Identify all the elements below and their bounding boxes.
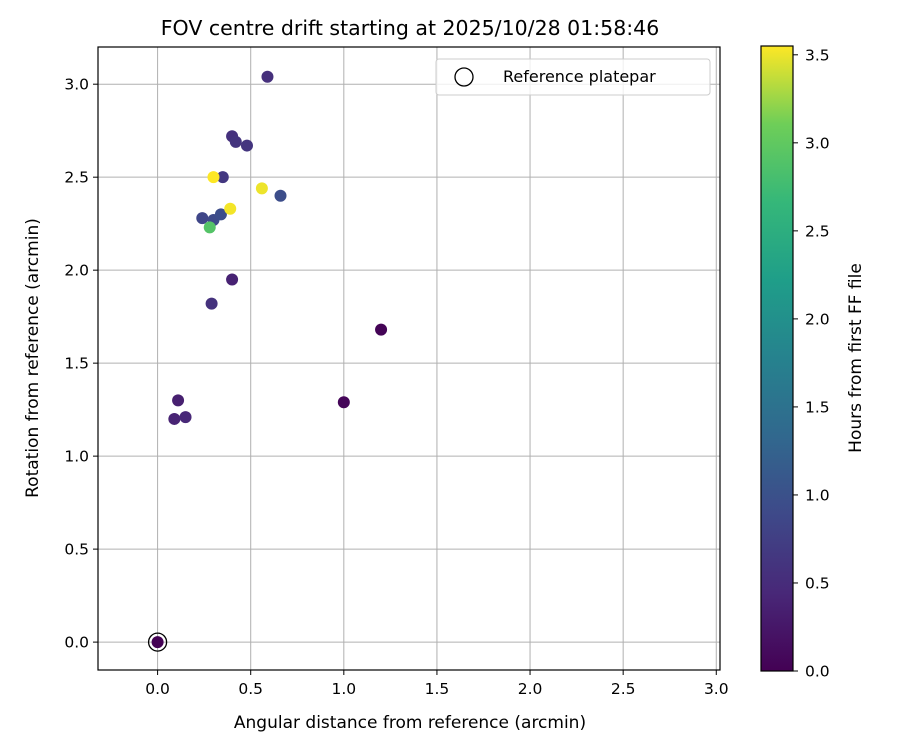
- scatter-point: [196, 212, 209, 225]
- legend-box: [435, 58, 711, 96]
- y-tick-label: 3.0: [64, 76, 89, 94]
- y-tick-label: 1.5: [64, 355, 89, 373]
- scatter-point: [229, 135, 242, 148]
- y-tick-label: 2.5: [64, 169, 89, 187]
- x-tick-label: 0.5: [238, 680, 263, 698]
- reference-marker-group: [147, 632, 168, 652]
- reference-marker: [147, 632, 168, 652]
- scatter-point: [205, 297, 218, 310]
- scatter-point: [168, 412, 181, 425]
- colorbar-tick-label: 2.5: [805, 222, 830, 240]
- x-axis-label: Angular distance from reference (arcmin): [234, 713, 586, 733]
- scatter-point: [179, 411, 192, 424]
- scatter-point: [203, 221, 216, 234]
- scatter-point: [226, 273, 239, 286]
- y-tick-label: 0.5: [64, 541, 89, 559]
- colorbar-tick-label: 1.5: [805, 398, 830, 416]
- legend-entry-reference: Reference platepar: [503, 67, 656, 86]
- scatter-point: [261, 70, 274, 83]
- scatter-point: [207, 171, 220, 184]
- scatter-point: [214, 208, 227, 221]
- x-tick-label: 3.0: [704, 680, 729, 698]
- scatter-point: [151, 636, 164, 649]
- grid: [98, 47, 720, 670]
- scatter-point: [274, 189, 287, 202]
- legend-reference-marker: [454, 67, 474, 87]
- colorbar-tick-label: 2.0: [805, 310, 830, 328]
- colorbar-tick-label: 0.0: [805, 663, 830, 681]
- y-axis-label: Rotation from reference (arcmin): [23, 218, 43, 498]
- x-axis-ticks: 0.0 0.5 1.0 1.5 2.0 2.5 3.0: [145, 670, 729, 698]
- scatter-point: [375, 323, 388, 336]
- legend: Reference platepar: [435, 58, 711, 96]
- scatter-point: [172, 394, 185, 407]
- colorbar-tick-label: 1.0: [805, 486, 830, 504]
- y-axis-ticks: 0.0 0.5 1.0 1.5 2.0 2.5 3.0: [64, 76, 98, 652]
- scatter-point: [216, 171, 229, 184]
- plot-frame: [97, 46, 721, 671]
- colorbar-tick-label: 3.0: [805, 134, 830, 152]
- x-tick-label: 2.5: [611, 680, 636, 698]
- x-tick-label: 2.0: [518, 680, 543, 698]
- y-tick-label: 1.0: [64, 448, 89, 466]
- x-tick-label: 0.0: [145, 680, 170, 698]
- colorbar-label: Hours from first FF file: [846, 263, 866, 453]
- scatter-point: [255, 182, 268, 195]
- scatter-point: [240, 139, 253, 152]
- colorbar-tick-label: 3.5: [805, 46, 830, 64]
- scatter-points: [151, 70, 388, 649]
- scatter-point: [224, 202, 237, 215]
- colorbar-ticks: 0.0 0.5 1.0 1.5 2.0 2.5 3.0 3.5: [793, 46, 830, 681]
- y-tick-label: 0.0: [64, 634, 89, 652]
- colorbar-tick-label: 0.5: [805, 574, 830, 592]
- x-tick-label: 1.5: [425, 680, 450, 698]
- scatter-point: [337, 396, 350, 409]
- y-tick-label: 2.0: [64, 262, 89, 280]
- x-tick-label: 1.0: [331, 680, 356, 698]
- colorbar: [760, 45, 794, 672]
- chart-title: FOV centre drift starting at 2025/10/28 …: [161, 16, 660, 40]
